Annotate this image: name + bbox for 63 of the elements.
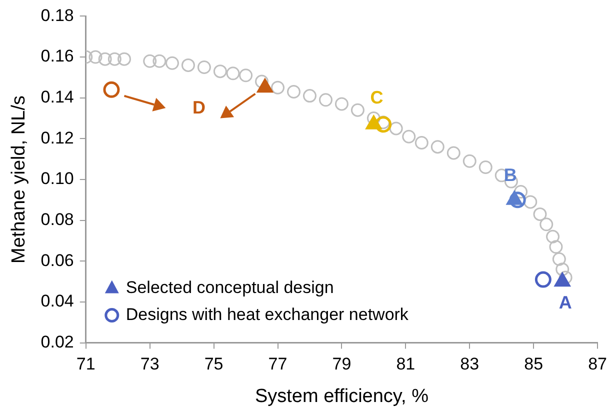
point: [88, 50, 102, 64]
point: [271, 80, 285, 94]
y-tick-label: 0.06: [40, 250, 74, 270]
x-tick-label: 87: [588, 354, 608, 374]
point: [402, 130, 416, 144]
annotation: C: [370, 87, 384, 108]
annotation: A: [558, 292, 572, 313]
point: [533, 207, 547, 221]
y-tick-label: 0.02: [40, 332, 74, 352]
point: [118, 52, 132, 66]
point: [430, 140, 444, 154]
point: [462, 154, 476, 168]
point: [552, 252, 566, 266]
annotation: B: [504, 164, 517, 185]
point: [446, 146, 460, 160]
point: [514, 185, 528, 198]
legend-label: Designs with heat exchanger network: [126, 304, 409, 324]
point: [350, 103, 364, 117]
point: [318, 93, 332, 107]
point: [98, 52, 112, 66]
x-tick-label: 73: [140, 354, 160, 374]
x-axis-title: System efficiency, %: [254, 386, 429, 407]
point: [375, 116, 392, 133]
point: [534, 271, 552, 288]
y-tick-label: 0.12: [40, 128, 74, 148]
point: [549, 240, 563, 254]
point: [287, 84, 300, 98]
point: [414, 136, 428, 150]
x-tick-label: 77: [268, 354, 288, 374]
x-tick-label: 83: [460, 354, 480, 374]
point: [302, 89, 316, 103]
y-tick-label: 0.04: [40, 292, 74, 311]
y-tick-label: 0.16: [40, 46, 74, 66]
point: [226, 66, 240, 80]
legend-label: Selected conceptual design: [126, 278, 334, 297]
point: [197, 60, 211, 74]
y-tick-label: 0.18: [40, 6, 74, 25]
x-tick-label: 71: [76, 354, 96, 374]
point: [103, 81, 120, 98]
point: [524, 195, 538, 209]
y-tick-label: 0.08: [40, 210, 74, 230]
point: [152, 54, 166, 68]
x-tick-label: 85: [524, 354, 544, 374]
y-tick-label: 0.10: [40, 169, 74, 188]
y-axis-title: Methane yield, NL/s: [8, 96, 30, 264]
point: [213, 64, 227, 78]
point: [143, 54, 157, 68]
x-tick-label: 75: [204, 354, 224, 374]
point: [165, 56, 179, 70]
point: [540, 218, 554, 232]
point: [546, 230, 560, 244]
point: [509, 192, 526, 208]
point: [239, 68, 253, 82]
point: [108, 52, 122, 66]
point: [478, 160, 492, 174]
annotation: D: [192, 98, 206, 118]
point: [389, 122, 403, 136]
x-tick-label: 79: [332, 354, 352, 374]
y-tick-label: 0.14: [40, 88, 74, 107]
point: [556, 262, 570, 276]
point: [334, 97, 348, 111]
x-tick-label: 81: [396, 354, 416, 374]
point: [181, 58, 195, 72]
